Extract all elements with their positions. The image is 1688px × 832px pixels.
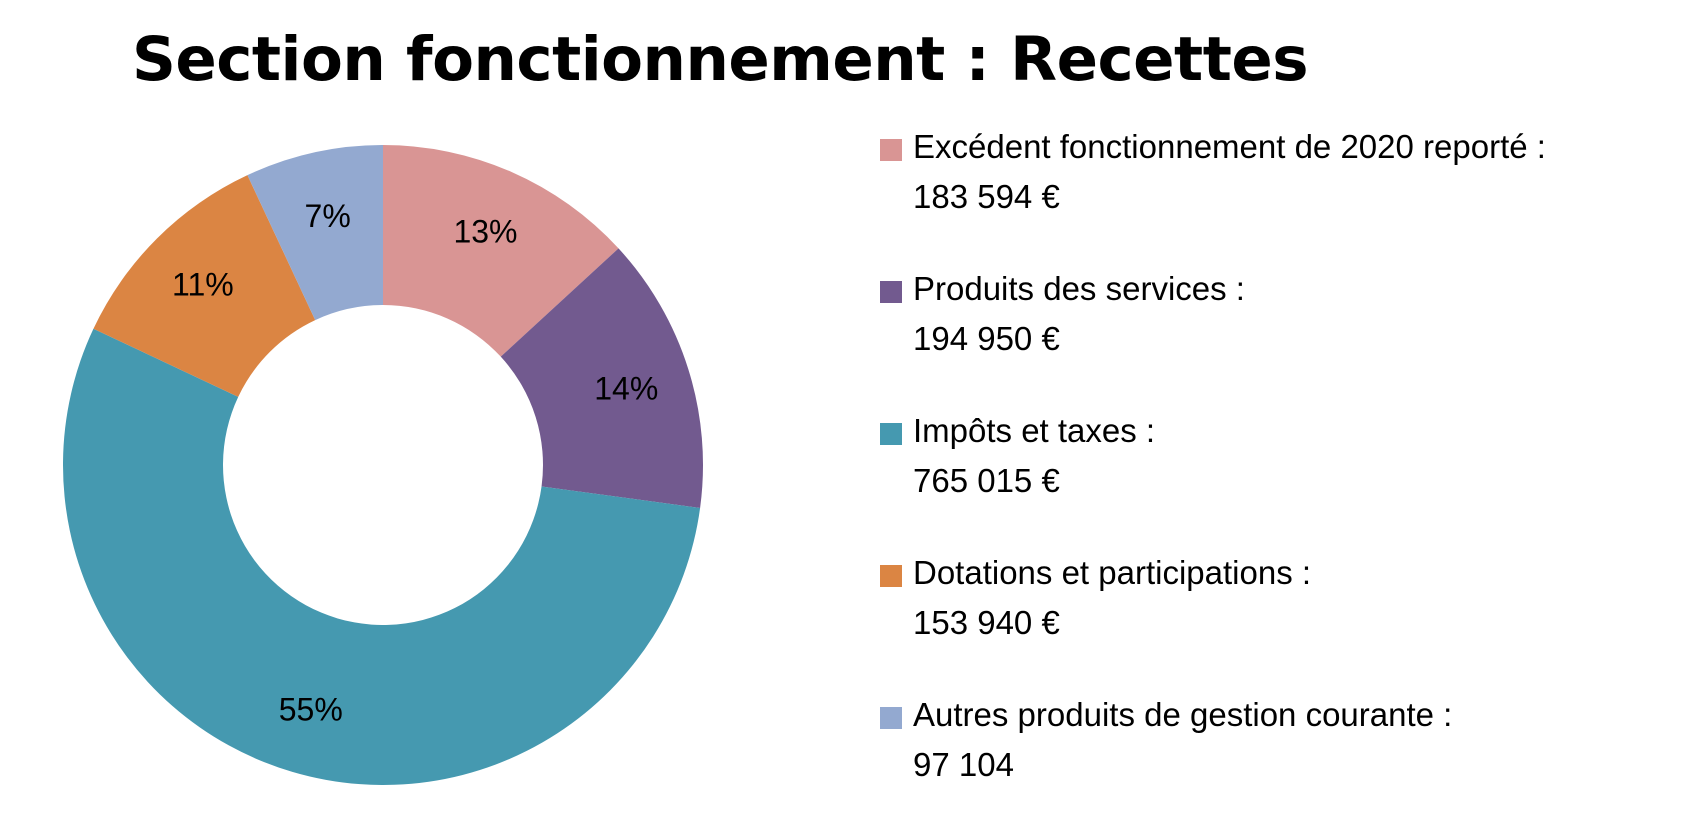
legend-label: Dotations et participations : <box>913 554 1312 591</box>
legend-swatch <box>880 423 902 445</box>
legend-amount: 153 940 € <box>913 604 1060 641</box>
donut-chart: 13% 14% 55% 11% 7% <box>62 145 703 786</box>
legend-label: Impôts et taxes : <box>913 412 1156 449</box>
legend-text: Autres produits de gestion courante : 97 … <box>913 690 1452 790</box>
legend-text: Excédent fonctionnement de 2020 reporté … <box>913 122 1546 222</box>
legend-text: Impôts et taxes : 765 015 € <box>913 406 1155 506</box>
slice-percent-label: 14% <box>594 371 658 407</box>
legend-amount: 97 104 <box>913 746 1014 783</box>
legend-label: Excédent fonctionnement de 2020 reporté … <box>913 128 1546 165</box>
slice-percent-label: 55% <box>279 692 343 728</box>
legend-amount: 183 594 € <box>913 178 1060 215</box>
donut-slice-autres-produits-de-gestion-courante <box>247 145 383 321</box>
legend-text: Produits des services : 194 950 € <box>913 264 1245 364</box>
legend-swatch <box>880 565 902 587</box>
legend-amount: 194 950 € <box>913 320 1060 357</box>
chart-title: Section fonctionnement : Recettes <box>131 24 1309 95</box>
legend-text: Dotations et participations : 153 940 € <box>913 548 1311 648</box>
slice-percent-label: 11% <box>172 266 234 302</box>
donut-slice-impots-et-taxes <box>62 328 701 786</box>
legend-label: Autres produits de gestion courante : <box>913 696 1453 733</box>
donut-slice-dotations-et-participations <box>93 175 316 397</box>
legend-amount: 765 015 € <box>913 462 1060 499</box>
donut-slice-excedent-fonctionnement-de-2020-reporte <box>383 145 619 357</box>
legend-swatch <box>880 707 902 729</box>
legend-swatch <box>880 281 902 303</box>
legend-label: Produits des services : <box>913 270 1245 307</box>
legend-swatch <box>880 139 902 161</box>
donut-slice-produits-des-services <box>500 248 703 508</box>
slice-percent-label: 13% <box>453 213 517 249</box>
slice-percent-label: 7% <box>305 198 351 234</box>
